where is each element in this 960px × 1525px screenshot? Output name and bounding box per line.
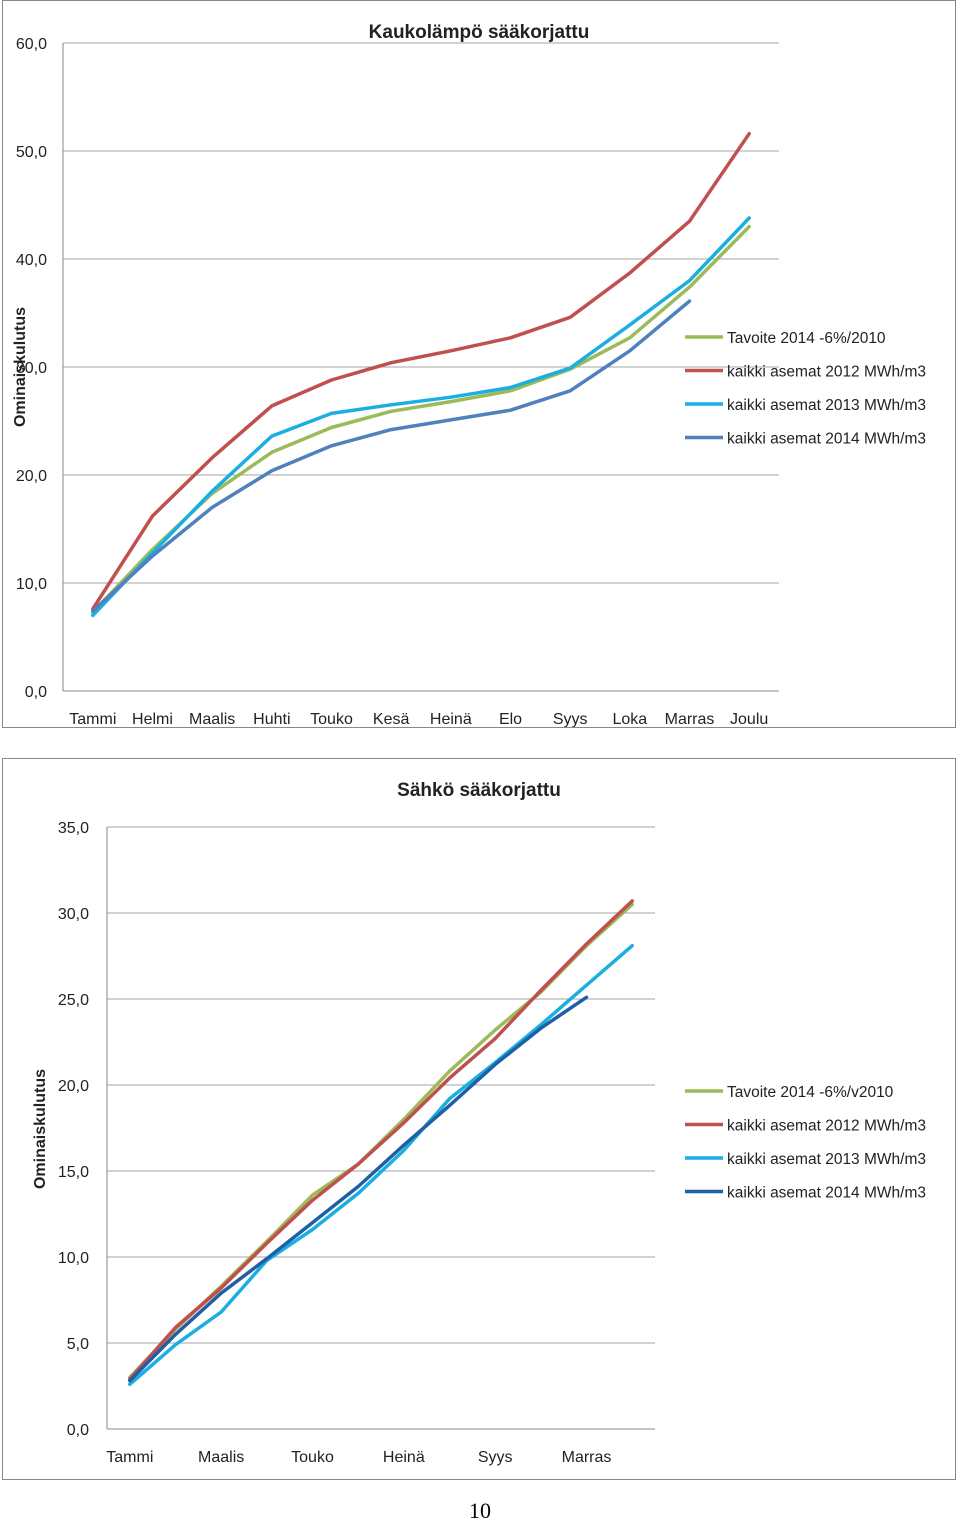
chart1-y-tick-label: 40,0 <box>16 252 47 269</box>
chart1-series-line-3 <box>91 216 751 618</box>
chart1-x-tick-label: Kesä <box>373 711 410 727</box>
chart2-y-tick-label: 10,0 <box>58 1250 89 1267</box>
chart1-legend-label-1: Tavoite 2014 -6%/2010 <box>727 330 886 347</box>
chart2-x-tick-label: Touko <box>291 1449 334 1466</box>
chart2-series-line-2 <box>128 899 634 1381</box>
chart2-legend-label-4: kaikki asemat 2014 MWh/m3 <box>727 1185 926 1202</box>
chart-sahko-svg: Sähkö sääkorjattu 0,0 5,0 10,0 15,0 20,0 25,0 3… <box>32 780 926 1466</box>
chart2-x-tick-label: Syys <box>478 1449 513 1466</box>
chart2-y-tick-label: 35,0 <box>58 820 89 837</box>
chart2-legend-label-3: kaikki asemat 2013 MWh/m3 <box>727 1151 926 1168</box>
chart-kaukolampo-svg: Kaukolämpö sääkorjattu 0,0 10,0 20,0 30,0 40,… <box>12 22 926 727</box>
chart1-x-tick-label: Elo <box>499 711 522 727</box>
chart2-series-line-3 <box>128 943 634 1387</box>
chart2-x-tick-label: Heinä <box>383 1449 425 1466</box>
chart2-y-tick-label: 0,0 <box>67 1422 89 1439</box>
chart1-y-axis-label: Ominaiskulutus <box>12 307 29 427</box>
chart1-legend-label-4: kaikki asemat 2014 MWh/m3 <box>727 431 926 448</box>
chart1-y-tick-label: 30,0 <box>16 360 47 377</box>
chart1-y-tick-label: 0,0 <box>25 684 47 701</box>
chart2-y-tick-label: 20,0 <box>58 1078 89 1095</box>
chart2-series-line-4 <box>128 995 589 1383</box>
chart1-y-tick-label: 60,0 <box>16 36 47 53</box>
chart1-legend-label-3: kaikki asemat 2013 MWh/m3 <box>727 397 926 414</box>
chart1-series-line-2 <box>91 131 751 611</box>
chart-kaukolampo: Kaukolämpö sääkorjattu 0,0 10,0 20,0 30,0 40,… <box>2 0 956 728</box>
chart2-x-tick-label: Maalis <box>198 1449 244 1466</box>
chart1-x-tick-label: Maalis <box>189 711 235 727</box>
chart2-y-tick-label: 25,0 <box>58 992 89 1009</box>
chart2-x-tick-label: Marras <box>562 1449 612 1466</box>
chart1-x-tick-label: Helmi <box>132 711 173 727</box>
chart1-x-tick-label: Huhti <box>253 711 290 727</box>
chart1-y-tick-label: 50,0 <box>16 144 47 161</box>
chart2-y-tick-label: 30,0 <box>58 906 89 923</box>
chart1-x-tick-label: Tammi <box>69 711 116 727</box>
chart1-title: Kaukolämpö sääkorjattu <box>369 22 590 43</box>
chart1-series-line-4 <box>91 299 692 613</box>
chart1-x-tick-label: Joulu <box>730 711 768 727</box>
chart1-x-tick-label: Touko <box>310 711 353 727</box>
chart2-y-axis-label: Ominaiskulutus <box>32 1069 49 1189</box>
chart1-legend-label-2: kaikki asemat 2012 MWh/m3 <box>727 364 926 381</box>
chart2-y-tick-label: 15,0 <box>58 1164 89 1181</box>
chart2-y-tick-label: 5,0 <box>67 1336 89 1353</box>
chart1-x-tick-label: Marras <box>665 711 715 727</box>
page-number: 10 <box>469 1498 491 1523</box>
chart1-x-tick-label: Heinä <box>430 711 472 727</box>
chart2-legend-label-2: kaikki asemat 2012 MWh/m3 <box>727 1118 926 1135</box>
chart1-x-tick-label: Syys <box>553 711 588 727</box>
chart-sahko: Sähkö sääkorjattu 0,0 5,0 10,0 15,0 20,0 25,0 3… <box>2 758 956 1480</box>
chart1-y-tick-label: 20,0 <box>16 468 47 485</box>
chart1-x-tick-label: Loka <box>612 711 647 727</box>
chart2-x-tick-label: Tammi <box>106 1449 153 1466</box>
chart2-title: Sähkö sääkorjattu <box>397 780 561 801</box>
chart1-series-line-1 <box>91 224 751 614</box>
chart2-legend-label-1: Tavoite 2014 -6%/v2010 <box>727 1084 894 1101</box>
chart1-y-tick-label: 10,0 <box>16 576 47 593</box>
